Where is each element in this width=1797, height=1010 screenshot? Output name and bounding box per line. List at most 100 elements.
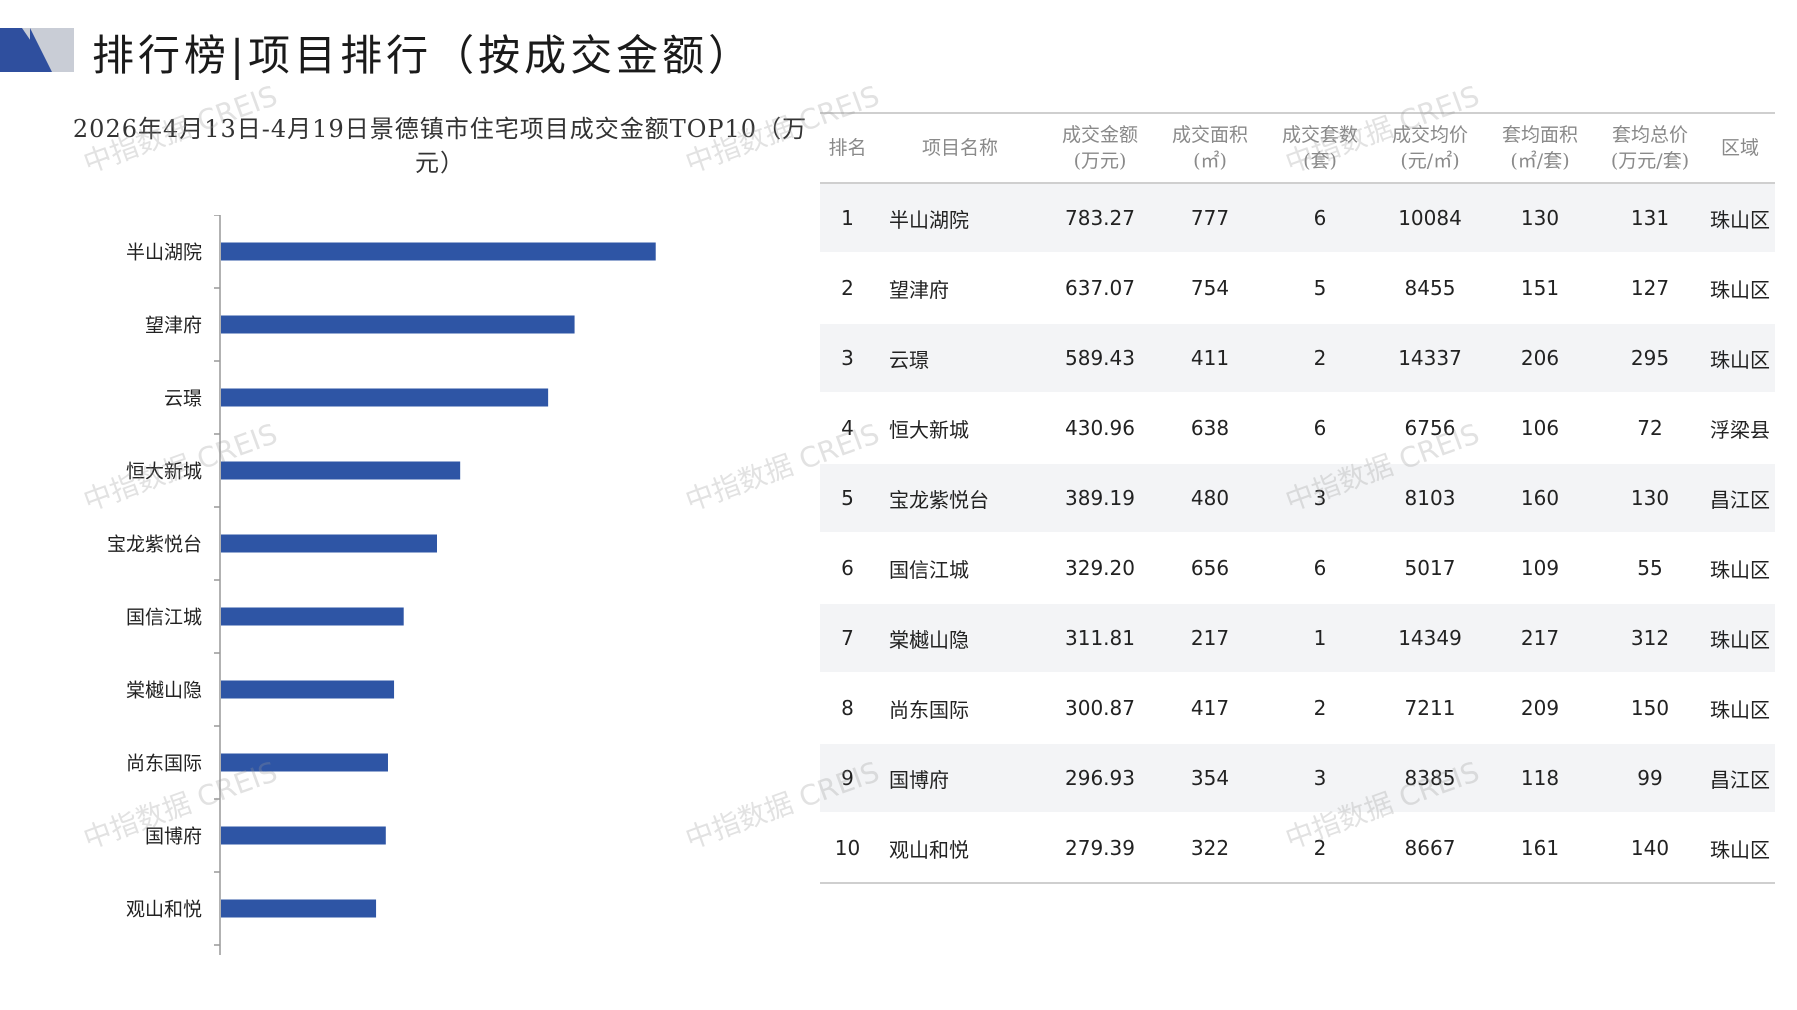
table-cell: 2 <box>1265 673 1375 744</box>
table-cell: 7 <box>820 603 875 674</box>
table-row: 7 棠樾山隐 311.81 217 1 14349 217 312 珠山区 <box>820 603 1775 674</box>
category-label: 恒大新城 <box>126 461 202 483</box>
category-label: 国信江城 <box>126 607 202 629</box>
table-cell: 宝龙紫悦台 <box>875 463 1045 534</box>
column-header: 成交均价 (元/㎡) <box>1375 112 1485 184</box>
table-cell: 珠山区 <box>1705 323 1775 394</box>
table-cell: 浮梁县 <box>1705 393 1775 464</box>
column-header-line1: 套均总价 <box>1611 124 1688 146</box>
column-header: 套均面积 (㎡/套) <box>1485 112 1595 184</box>
table-cell: 1 <box>1265 603 1375 674</box>
column-header: 区域 <box>1705 112 1775 184</box>
column-header-line1: 成交面积 <box>1171 124 1248 146</box>
table-cell: 14349 <box>1375 603 1485 674</box>
table-cell: 5 <box>1265 253 1375 324</box>
table-cell: 7211 <box>1375 673 1485 744</box>
table-cell: 半山湖院 <box>875 183 1045 254</box>
table-cell: 尚东国际 <box>875 673 1045 744</box>
table-cell: 637.07 <box>1045 253 1155 324</box>
table-cell: 354 <box>1155 743 1265 814</box>
column-header-line1: 区域 <box>1720 137 1759 159</box>
column-header: 套均总价 (万元/套) <box>1595 112 1705 184</box>
table-cell: 140 <box>1595 813 1705 884</box>
category-label: 尚东国际 <box>126 753 202 775</box>
bar <box>221 826 386 845</box>
table-cell: 8385 <box>1375 743 1485 814</box>
table-cell: 150 <box>1595 673 1705 744</box>
table-cell: 2 <box>1265 813 1375 884</box>
table-cell: 8103 <box>1375 463 1485 534</box>
table-cell: 5 <box>820 463 875 534</box>
column-header: 成交金额 (万元) <box>1045 112 1155 184</box>
category-label: 观山和悦 <box>126 899 202 921</box>
table-cell: 118 <box>1485 743 1595 814</box>
table-cell: 珠山区 <box>1705 603 1775 674</box>
ranking-table: 排名 项目名称 成交金额 (万元) 成交面积 (㎡) 成交套数 (套) 成交均价 (元/㎡) 套均面… <box>820 112 1775 884</box>
category-label: 望津府 <box>145 315 202 337</box>
table-cell: 10084 <box>1375 183 1485 254</box>
table-cell: 106 <box>1485 393 1595 464</box>
table-cell: 322 <box>1155 813 1265 884</box>
table-row: 8 尚东国际 300.87 417 2 7211 209 150 珠山区 <box>820 673 1775 744</box>
category-label: 棠樾山隐 <box>126 680 202 702</box>
brand-logo <box>0 28 74 72</box>
table-cell: 206 <box>1485 323 1595 394</box>
table-cell: 161 <box>1485 813 1595 884</box>
table-cell: 8 <box>820 673 875 744</box>
table-cell: 昌江区 <box>1705 743 1775 814</box>
table-row: 9 国博府 296.93 354 3 8385 118 99 昌江区 <box>820 743 1775 814</box>
table-cell: 638 <box>1155 393 1265 464</box>
table-cell: 55 <box>1595 533 1705 604</box>
table-cell: 6 <box>1265 393 1375 464</box>
bar <box>221 899 377 918</box>
table-cell: 311.81 <box>1045 603 1155 674</box>
table-cell: 9 <box>820 743 875 814</box>
table-cell: 棠樾山隐 <box>875 603 1045 674</box>
table-row: 10 观山和悦 279.39 322 2 8667 161 140 珠山区 <box>820 813 1775 884</box>
table-cell: 观山和悦 <box>875 813 1045 884</box>
table-cell: 160 <box>1485 463 1595 534</box>
column-header-line2: (万元) <box>1073 150 1127 172</box>
table-cell: 望津府 <box>875 253 1045 324</box>
table-cell: 754 <box>1155 253 1265 324</box>
category-label: 云璟 <box>164 388 202 410</box>
table-cell: 656 <box>1155 533 1265 604</box>
page-title: 排行榜|项目排行（按成交金额） <box>92 31 755 80</box>
table-cell: 8455 <box>1375 253 1485 324</box>
table-row: 6 国信江城 329.20 656 6 5017 109 55 珠山区 <box>820 533 1775 604</box>
table-cell: 99 <box>1595 743 1705 814</box>
table-cell: 6756 <box>1375 393 1485 464</box>
bar <box>221 753 388 772</box>
table-cell: 恒大新城 <box>875 393 1045 464</box>
column-header: 成交面积 (㎡) <box>1155 112 1265 184</box>
table-cell: 4 <box>820 393 875 464</box>
table-cell: 217 <box>1155 603 1265 674</box>
table-cell: 国信江城 <box>875 533 1045 604</box>
table-cell: 783.27 <box>1045 183 1155 254</box>
table-cell: 777 <box>1155 183 1265 254</box>
column-header-line1: 成交套数 <box>1281 124 1358 146</box>
table-row: 4 恒大新城 430.96 638 6 6756 106 72 浮梁县 <box>820 393 1775 464</box>
column-header: 排名 <box>820 112 875 184</box>
column-header-line2: (万元/套) <box>1610 150 1690 172</box>
table-cell: 珠山区 <box>1705 813 1775 884</box>
column-header-line1: 成交均价 <box>1391 124 1468 146</box>
chart-title: 2026年4月13日-4月19日景德镇市住宅项目成交金额TOP10（万元） <box>72 115 808 177</box>
bar <box>221 315 575 334</box>
bar <box>221 242 656 261</box>
table-cell: 10 <box>820 813 875 884</box>
table-cell: 130 <box>1595 463 1705 534</box>
table-cell: 589.43 <box>1045 323 1155 394</box>
table-cell: 6 <box>820 533 875 604</box>
table-cell: 217 <box>1485 603 1595 674</box>
table-cell: 1 <box>820 183 875 254</box>
table-row: 3 云璟 589.43 411 2 14337 206 295 珠山区 <box>820 323 1775 394</box>
bar <box>221 680 395 699</box>
table-cell: 329.20 <box>1045 533 1155 604</box>
column-header: 成交套数 (套) <box>1265 112 1375 184</box>
table-cell: 130 <box>1485 183 1595 254</box>
table-row: 2 望津府 637.07 754 5 8455 151 127 珠山区 <box>820 253 1775 324</box>
table-cell: 14337 <box>1375 323 1485 394</box>
table-cell: 珠山区 <box>1705 533 1775 604</box>
